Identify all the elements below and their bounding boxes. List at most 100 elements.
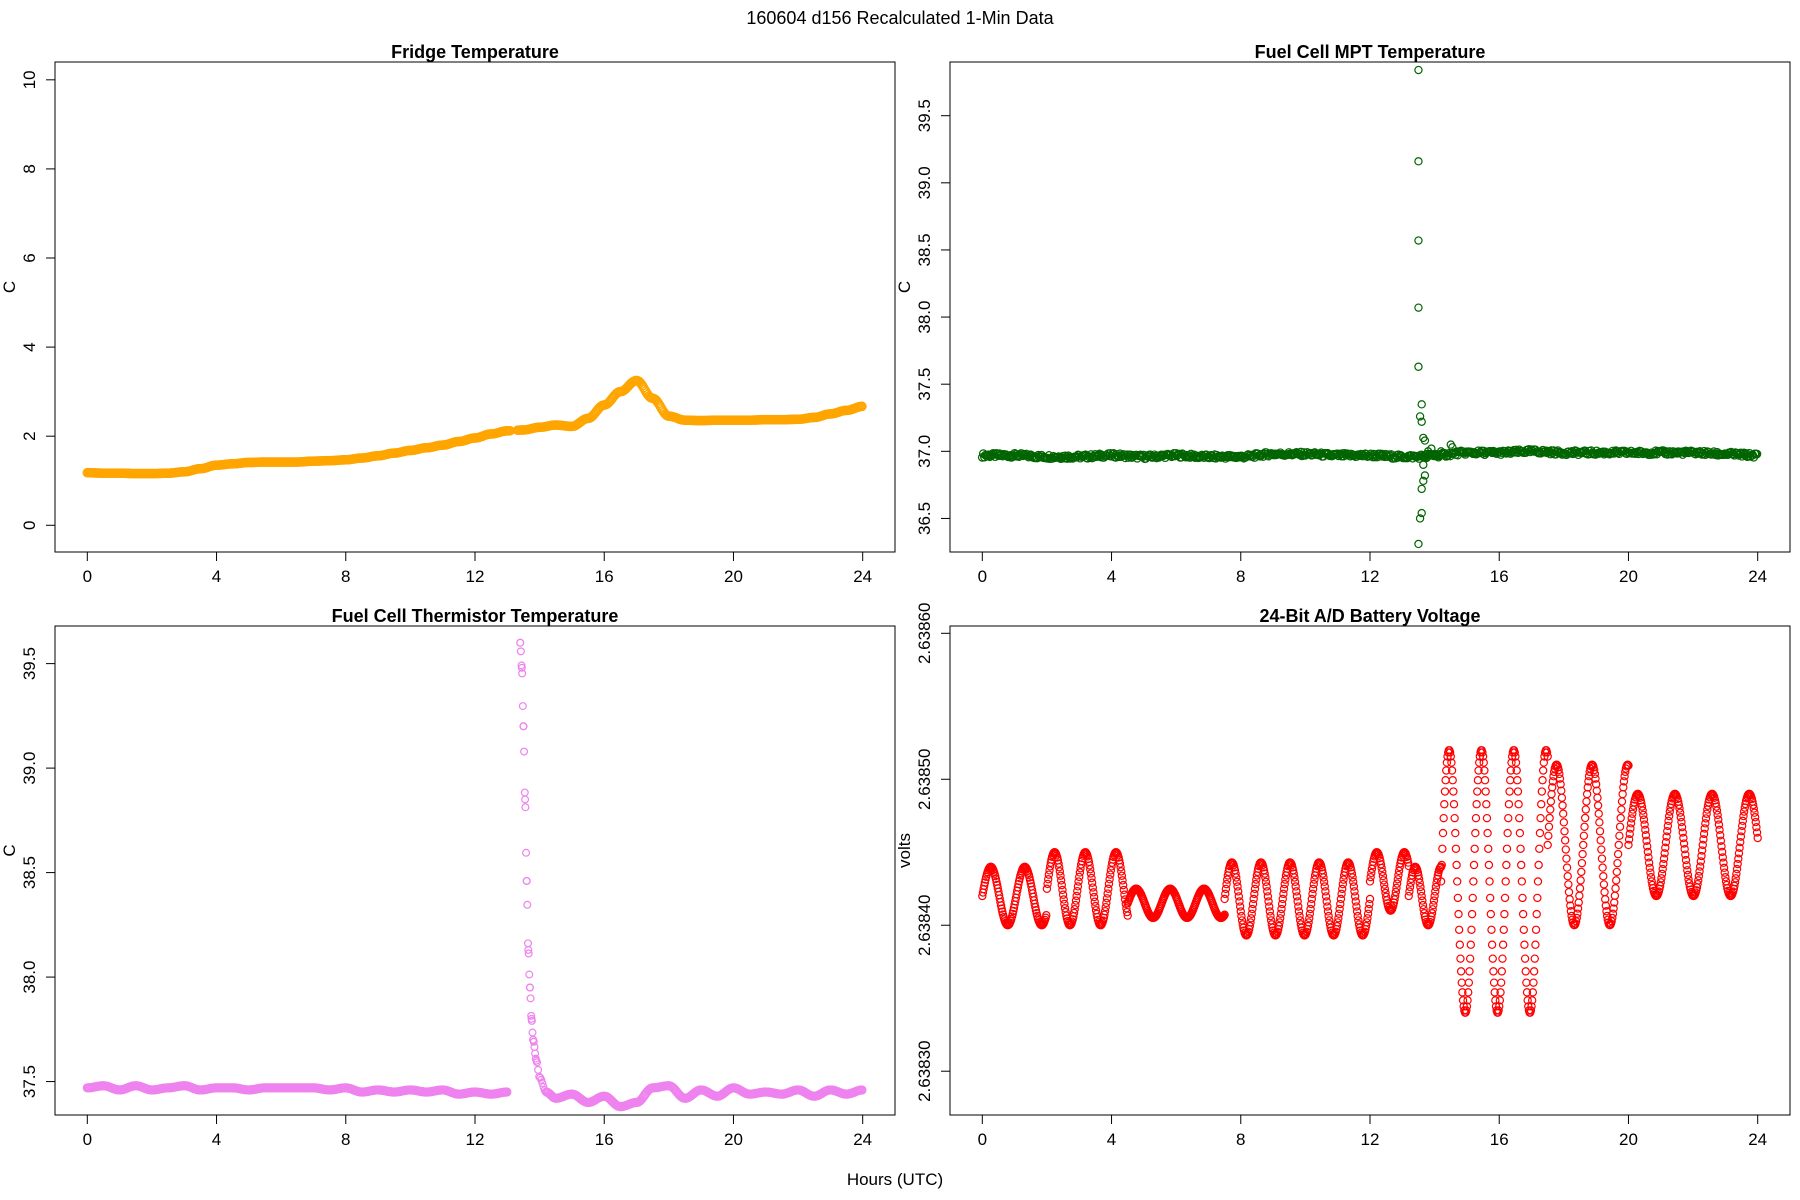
data-point bbox=[1452, 860, 1461, 870]
data-point bbox=[1464, 988, 1473, 997]
data-point bbox=[1498, 940, 1508, 949]
data-point bbox=[1265, 907, 1275, 916]
data-point bbox=[1457, 978, 1466, 987]
data-point bbox=[1495, 996, 1505, 1005]
data-point bbox=[1118, 880, 1128, 890]
data-point bbox=[1248, 904, 1257, 914]
data-point bbox=[525, 983, 534, 992]
data-point bbox=[1577, 867, 1586, 877]
data-point bbox=[1072, 891, 1081, 901]
data-point bbox=[1697, 851, 1706, 861]
data-point bbox=[1739, 807, 1749, 816]
data-point bbox=[1527, 1002, 1536, 1011]
data-point bbox=[1362, 918, 1371, 927]
data-point bbox=[1478, 748, 1487, 757]
x-tick-label: 24 bbox=[1748, 1130, 1767, 1149]
data-point bbox=[1092, 909, 1101, 919]
data-point bbox=[1368, 860, 1377, 870]
data-point bbox=[1075, 872, 1084, 882]
data-point bbox=[1614, 840, 1623, 850]
data-point bbox=[1575, 891, 1584, 900]
data-point bbox=[1396, 859, 1405, 868]
data-point bbox=[1469, 877, 1478, 886]
data-point bbox=[1521, 967, 1530, 976]
data-point bbox=[1377, 863, 1386, 873]
data-point bbox=[1644, 853, 1653, 862]
data-point bbox=[1548, 783, 1557, 792]
data-point bbox=[1290, 873, 1299, 882]
data-point bbox=[1009, 906, 1018, 916]
data-point bbox=[1415, 514, 1425, 523]
data-point bbox=[1565, 895, 1574, 904]
data-point bbox=[1418, 896, 1427, 905]
data-point bbox=[1352, 902, 1361, 911]
data-point bbox=[980, 878, 990, 887]
data-point bbox=[1732, 869, 1741, 879]
data-point bbox=[1294, 907, 1304, 916]
data-point bbox=[1538, 776, 1547, 785]
data-point bbox=[1577, 858, 1587, 868]
data-point bbox=[1417, 484, 1426, 494]
data-point bbox=[635, 377, 646, 388]
data-point bbox=[1334, 909, 1344, 919]
data-point bbox=[537, 1075, 546, 1084]
data-point bbox=[1503, 828, 1512, 838]
data-point bbox=[1279, 889, 1288, 899]
data-point bbox=[1456, 967, 1466, 976]
data-point bbox=[1544, 822, 1554, 831]
data-point bbox=[1334, 914, 1343, 923]
data-point bbox=[1245, 921, 1255, 931]
data-point bbox=[1450, 813, 1459, 823]
data-point bbox=[1054, 863, 1064, 872]
data-point bbox=[1496, 978, 1506, 987]
data-point bbox=[1516, 844, 1525, 853]
data-point bbox=[1712, 806, 1722, 815]
data-point bbox=[1733, 859, 1742, 869]
data-point bbox=[1678, 828, 1687, 837]
data-point bbox=[1455, 940, 1465, 949]
data-point bbox=[1221, 884, 1231, 894]
data-point bbox=[1085, 861, 1094, 870]
data-point bbox=[1485, 877, 1494, 886]
data-point bbox=[1599, 880, 1609, 889]
data-point bbox=[1104, 879, 1114, 889]
data-point bbox=[1629, 801, 1638, 810]
data-point bbox=[1595, 827, 1605, 836]
data-point bbox=[1573, 909, 1582, 918]
x-tick-label: 20 bbox=[1619, 567, 1638, 586]
data-point bbox=[1100, 906, 1110, 916]
data-point bbox=[1438, 828, 1448, 838]
data-point bbox=[529, 1037, 538, 1046]
data-point bbox=[1427, 909, 1437, 918]
data-point bbox=[1638, 806, 1647, 815]
data-point bbox=[1445, 748, 1455, 757]
data-point bbox=[1609, 904, 1618, 913]
data-point bbox=[1087, 878, 1097, 887]
data-point bbox=[1478, 752, 1488, 761]
data-point bbox=[1582, 797, 1591, 806]
data-point bbox=[1639, 810, 1648, 820]
data-point bbox=[1500, 909, 1509, 919]
data-points bbox=[977, 65, 1762, 549]
data-point bbox=[1428, 905, 1437, 914]
data-point bbox=[1414, 236, 1423, 245]
data-point bbox=[1277, 904, 1286, 914]
data-point bbox=[1640, 820, 1649, 829]
data-point bbox=[521, 795, 530, 804]
data-point bbox=[1482, 800, 1491, 809]
x-tick-label: 12 bbox=[1361, 567, 1380, 586]
data-point bbox=[1619, 777, 1629, 786]
data-point bbox=[1580, 813, 1590, 823]
data-point bbox=[1454, 925, 1464, 935]
data-point bbox=[502, 1087, 512, 1097]
data-point bbox=[1646, 868, 1655, 877]
data-point bbox=[1338, 879, 1348, 889]
data-point bbox=[1266, 911, 1275, 921]
data-point bbox=[1511, 752, 1520, 761]
y-tick-label: 36.5 bbox=[915, 502, 934, 535]
data-point bbox=[1714, 815, 1723, 824]
y-tick-label: 2 bbox=[20, 431, 39, 440]
data-point bbox=[1275, 918, 1284, 927]
data-point bbox=[1465, 954, 1475, 963]
data-point bbox=[1278, 894, 1287, 904]
